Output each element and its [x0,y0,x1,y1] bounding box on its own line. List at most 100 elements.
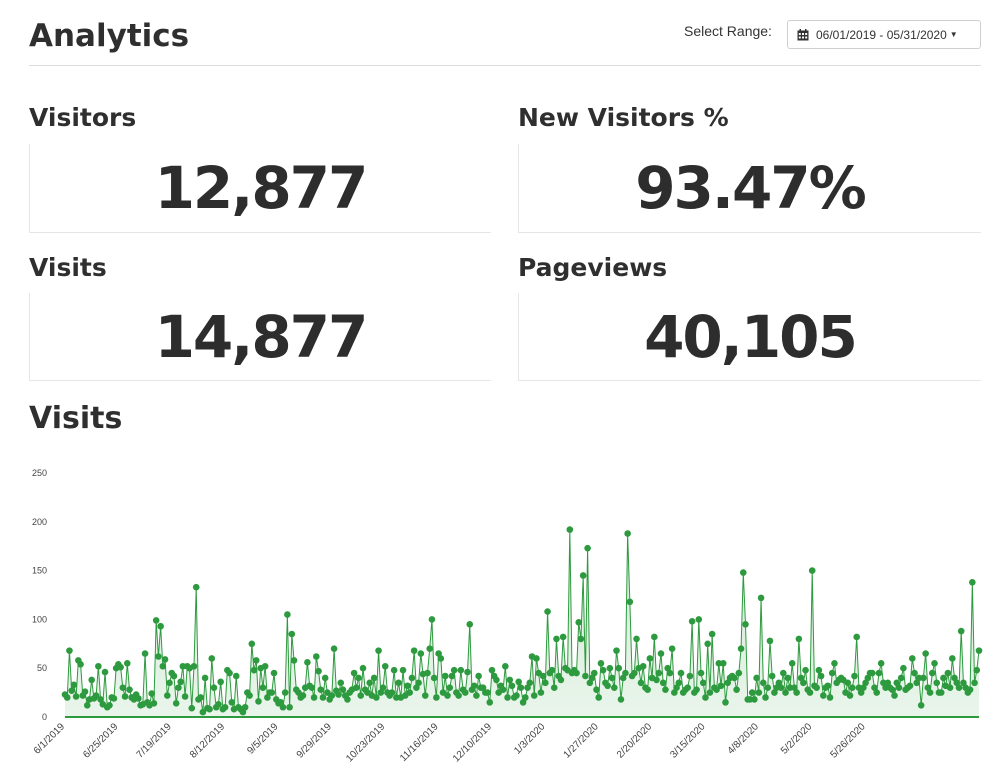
x-tick-label: 5/2/2020 [779,721,815,757]
data-point [175,684,182,692]
date-range-picker[interactable]: 06/01/2019 - 05/31/2020 ▼ [787,20,981,49]
data-point [217,678,224,686]
data-point [290,657,298,664]
data-point [181,693,189,700]
visits-chart: 0 50 100 150 200 250 6/1/2019 6/25/2019 7/19/201… [32,468,983,765]
data-point [615,664,623,672]
data-point [199,708,207,716]
data-point [548,666,556,674]
y-tick-label: 150 [32,566,47,576]
metric-card-visits: 14,877 [29,293,491,381]
chart-title: Visits [29,401,123,436]
data-point [388,689,396,696]
data-point [310,694,318,701]
data-point [444,692,451,699]
data-point [949,655,956,662]
data-point [312,653,320,660]
data-point [895,684,903,692]
data-point [777,684,785,692]
data-point [170,672,178,680]
data-point [135,695,142,702]
data-point [846,692,854,699]
data-point [693,686,700,693]
data-point [281,689,289,696]
data-point [764,684,772,692]
data-point [197,694,204,701]
data-point [284,611,291,618]
x-tick-label: 12/10/2019 [451,721,494,764]
data-point [657,650,665,657]
data-point [675,679,683,687]
data-point [853,633,860,641]
data-point [706,689,714,696]
metric-card-new-visitors: 93.47% [518,144,981,233]
data-point [350,669,358,677]
data-point [252,657,260,664]
data-point [599,666,607,674]
caret-down-icon: ▼ [949,30,958,39]
x-tick-label: 4/8/2020 [726,721,762,757]
data-point [92,692,100,699]
data-point [484,689,491,696]
metric-title-visitors: Visitors [29,103,137,132]
data-point [608,674,616,682]
data-point [370,674,378,682]
data-point [428,616,436,623]
data-point [537,689,545,696]
data-point [88,676,95,684]
data-point [415,679,422,687]
data-point [759,679,767,687]
data-point [875,669,883,677]
data-point [722,699,729,706]
y-tick-label: 50 [37,663,47,673]
data-point [424,669,431,677]
data-point [931,660,938,667]
data-point [659,679,667,687]
data-point [891,692,898,699]
metric-title-visits: Visits [29,253,107,282]
range-value: 06/01/2019 - 05/31/2020 [816,27,947,42]
metric-value-visits: 14,877 [154,302,369,371]
data-point [515,678,522,686]
data-point [488,666,496,674]
data-point [317,686,325,693]
data-point [573,669,580,677]
data-point [566,526,574,533]
data-point [353,684,360,692]
metric-value-visitors: 12,877 [154,154,369,222]
x-tick-label: 3/15/2020 [668,721,708,761]
data-point [164,692,171,699]
data-point [897,674,905,682]
data-point [192,583,200,591]
data-point [739,569,747,576]
data-point [824,682,832,690]
data-point [969,579,976,586]
data-point [119,684,127,692]
x-tick-label: 5/26/2020 [828,721,868,761]
data-point [957,627,965,635]
data-point [508,682,516,690]
data-point [106,701,113,709]
data-point [844,679,852,687]
data-point [437,655,445,662]
data-point [933,679,941,687]
data-point [800,679,807,687]
data-point [626,598,634,606]
x-tick-label: 8/12/2019 [188,721,228,761]
data-point [604,682,611,690]
data-point [606,664,614,672]
data-point [782,689,789,696]
data-point [584,544,591,552]
x-tick-label: 11/16/2019 [398,721,441,764]
data-point [806,689,814,696]
data-point [911,669,918,677]
data-point [448,672,456,680]
data-point [702,694,709,701]
data-point [908,655,916,662]
data-point [395,679,402,687]
data-point [288,630,296,638]
data-point [464,668,471,676]
data-point [408,674,416,682]
data-point [286,703,293,711]
data-point [366,679,373,687]
